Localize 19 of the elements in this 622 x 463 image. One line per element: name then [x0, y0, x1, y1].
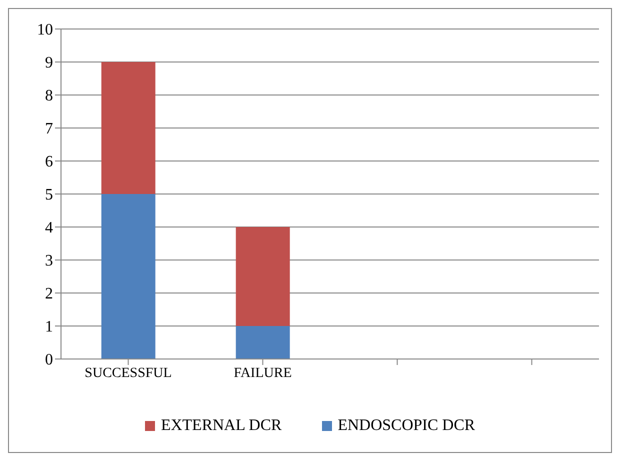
y-tick-label: 5: [45, 186, 53, 204]
y-tick-label: 3: [45, 252, 53, 270]
bar: [101, 194, 156, 359]
bar: [236, 326, 290, 359]
legend-label: ENDOSCOPIC DCR: [338, 417, 476, 435]
y-tick-label: 4: [45, 220, 53, 237]
bar: [236, 227, 290, 326]
y-tick-label: 8: [45, 88, 53, 105]
bar: [101, 62, 156, 194]
y-tick-label: 10: [37, 22, 53, 39]
y-tick-label: 1: [45, 318, 53, 336]
y-tick-label: 9: [45, 54, 53, 72]
x-tick-label: FAILURE: [234, 366, 292, 381]
y-tick-label: 2: [45, 286, 53, 303]
y-tick-label: 6: [45, 154, 53, 171]
y-tick-label: 0: [45, 352, 53, 369]
legend-label: EXTERNAL DCR: [160, 417, 282, 435]
x-tick-label: SUCCESSFUL: [84, 366, 172, 381]
y-tick-label: 7: [45, 120, 53, 138]
